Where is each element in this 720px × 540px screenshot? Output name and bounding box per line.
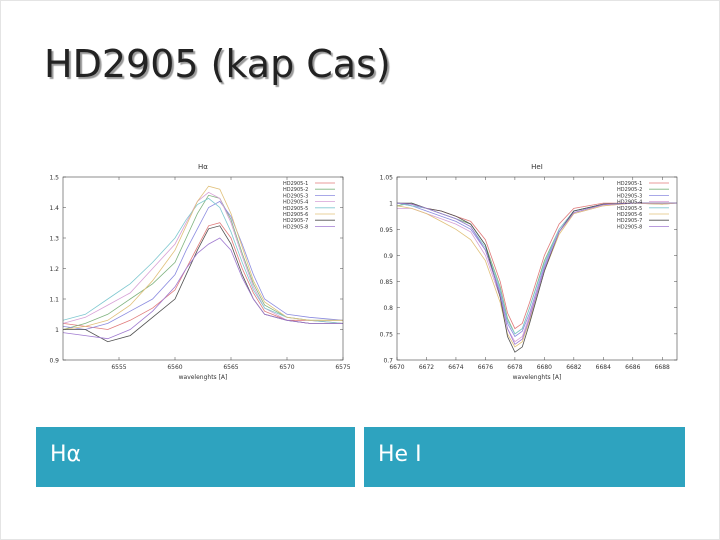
legend-entry: HD2905-3	[283, 193, 308, 199]
legend-entry: HD2905-4	[617, 200, 642, 206]
y-tick-label: 1	[389, 201, 393, 208]
legend-entry: HD2905-4	[283, 200, 308, 206]
halpha-chart-svg: Hα 0.9 1 1.1 1.2 1.3 1.4 1.5 6555 6560 6565 6570 657…	[30, 155, 355, 387]
caption-hei: He I	[364, 427, 685, 487]
series-line-2	[63, 194, 343, 330]
y-tick-label: 0.95	[380, 227, 394, 234]
chart-background	[364, 155, 689, 387]
x-tick-label: 6565	[223, 364, 238, 371]
x-tick-label: 6570	[279, 364, 294, 371]
caption-halpha: Hα	[36, 427, 355, 487]
series-line-8	[397, 202, 677, 345]
y-tick-label: 0.7	[383, 358, 393, 365]
x-axis-label: wavelenghts [A]	[513, 374, 562, 381]
legend-entry: HD2905-2	[617, 187, 642, 193]
y-tick-label: 0.9	[383, 253, 393, 260]
x-tick-label: 6670	[389, 364, 404, 371]
series-line-5	[63, 197, 343, 324]
y-tick-label: 0.8	[383, 305, 393, 312]
chart-background	[30, 155, 355, 387]
series-line-6	[63, 185, 343, 330]
series-line-4	[63, 191, 343, 324]
halpha-chart: Hα 0.9 1 1.1 1.2 1.3 1.4 1.5 6555 6560 6565 6570 657…	[30, 155, 355, 387]
legend-entry: HD2905-5	[283, 206, 308, 212]
series-line-8	[63, 237, 343, 340]
legend-entry: HD2905-2	[283, 187, 308, 193]
x-tick-label: 6676	[478, 364, 493, 371]
hei-chart: HeI 0.7 0.75 0.8 0.85 0.9 0.95 1 1.05 6670 6672 667…	[364, 155, 689, 387]
legend-entry: HD2905-8	[283, 224, 308, 230]
legend-entry: HD2905-6	[617, 212, 642, 218]
x-tick-label: 6686	[625, 364, 640, 371]
series-line-7	[397, 202, 677, 353]
chart-title: HeI	[531, 163, 543, 171]
y-tick-label: 1	[55, 327, 59, 334]
x-tick-label: 6678	[507, 364, 522, 371]
legend-entry: HD2905-8	[617, 224, 642, 230]
x-tick-label: 6680	[537, 364, 552, 371]
legend-entry: HD2905-7	[283, 218, 308, 224]
x-tick-label: 6674	[448, 364, 463, 371]
hei-chart-svg: HeI 0.7 0.75 0.8 0.85 0.9 0.95 1 1.05 6670 6672 667…	[364, 155, 689, 387]
legend-entry: HD2905-7	[617, 218, 642, 224]
x-tick-label: 6684	[596, 364, 611, 371]
series-line-6	[397, 202, 677, 348]
y-tick-label: 1.3	[49, 236, 59, 243]
x-tick-label: 6575	[335, 364, 350, 371]
legend-entry: HD2905-6	[283, 212, 308, 218]
legend-entry: HD2905-5	[617, 206, 642, 212]
legend-entry: HD2905-1	[617, 181, 642, 187]
series-line-1	[63, 222, 343, 330]
y-tick-label: 1.4	[49, 205, 59, 212]
y-tick-label: 1.05	[380, 175, 394, 182]
y-tick-label: 0.85	[380, 279, 394, 286]
slide-title: HD2905 (kap Cas)	[44, 42, 391, 86]
legend-entry: HD2905-1	[283, 181, 308, 187]
plot-frame	[396, 176, 678, 361]
x-tick-label: 6682	[566, 364, 581, 371]
plot-frame	[62, 176, 344, 361]
x-axis-label: wavelenghts [A]	[179, 374, 228, 381]
y-tick-label: 0.75	[380, 331, 394, 338]
legend-entry: HD2905-3	[617, 193, 642, 199]
y-tick-label: 0.9	[49, 358, 59, 365]
x-tick-label: 6672	[419, 364, 434, 371]
x-tick-label: 6688	[655, 364, 670, 371]
y-tick-label: 1.2	[49, 266, 59, 273]
series-line-3	[63, 200, 343, 330]
x-tick-label: 6560	[167, 364, 182, 371]
chart-title: Hα	[198, 163, 208, 171]
x-tick-label: 6555	[111, 364, 126, 371]
y-tick-label: 1.5	[49, 175, 59, 182]
y-tick-label: 1.1	[49, 297, 59, 304]
